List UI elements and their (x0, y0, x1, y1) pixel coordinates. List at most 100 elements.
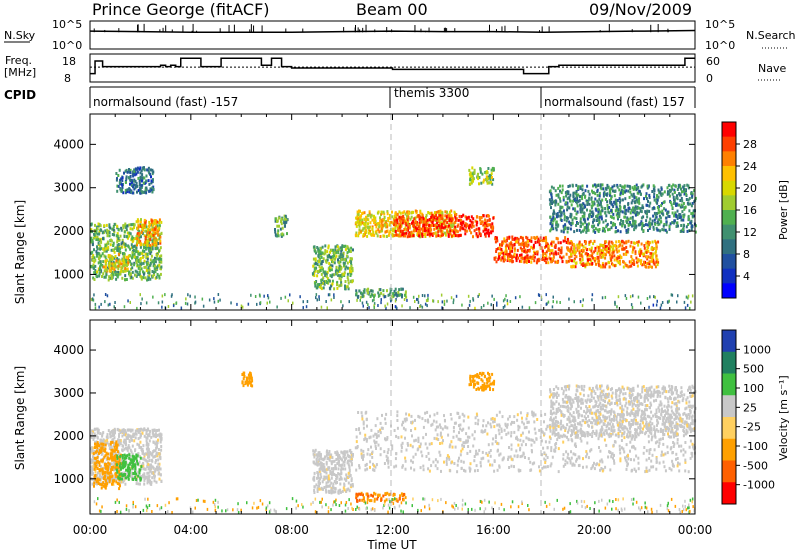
power-ground-cell (284, 295, 287, 299)
power-cell (284, 217, 286, 221)
power-cell (619, 207, 621, 211)
power-cell (545, 250, 548, 254)
power-cell (428, 234, 431, 238)
power-cell (525, 255, 527, 259)
power-cell (125, 258, 128, 262)
velocity-cell (96, 453, 99, 457)
power-cell (401, 221, 404, 225)
power-cell (417, 230, 420, 233)
power-cell (416, 232, 419, 236)
nsky-series-line (89, 29, 696, 33)
power-cell (604, 253, 607, 257)
power-cell (152, 259, 155, 263)
power-cell (590, 210, 593, 214)
power-cell (337, 251, 340, 255)
power-cell (314, 249, 317, 253)
power-cell (397, 293, 400, 297)
power-cell (651, 257, 654, 261)
power-ground-cell (687, 294, 690, 298)
power-ground-cell (152, 295, 154, 299)
power-cell (606, 203, 609, 207)
velocity-cell (90, 471, 93, 475)
power-cell (388, 293, 391, 296)
power-cell (625, 241, 628, 245)
power-cell (91, 258, 94, 262)
power-cell (542, 251, 545, 255)
power-cell (634, 220, 637, 224)
power-cell (573, 197, 576, 201)
power-cell (596, 251, 599, 255)
power-cell (616, 212, 619, 215)
power-cell (655, 254, 658, 258)
power-cell (568, 220, 571, 224)
power-cell (648, 209, 651, 213)
power-cell (430, 228, 433, 232)
power-cell (453, 231, 456, 235)
velocity-cell (132, 435, 135, 438)
power-cell (572, 264, 575, 268)
power-cell (133, 183, 135, 187)
power-cell (479, 221, 482, 225)
velocity-cell (136, 442, 139, 446)
velocity-cell (142, 461, 144, 465)
power-cell (511, 246, 514, 250)
power-cell (334, 257, 336, 261)
power-cell (133, 168, 136, 172)
power-cell (663, 207, 666, 211)
power-cell (592, 184, 594, 188)
power-cell (331, 255, 334, 259)
power-cell (572, 195, 575, 199)
power-ground-cell (424, 294, 426, 298)
power-cell (116, 249, 119, 252)
power-cell (420, 218, 423, 222)
power-cell (620, 247, 623, 251)
power-cell (135, 246, 138, 250)
power-cell (652, 184, 655, 188)
power-cell (319, 283, 322, 287)
power-cell (458, 214, 461, 218)
power-cell (524, 241, 527, 245)
power-cell (577, 222, 579, 225)
power-cell (326, 250, 329, 254)
power-cell (524, 250, 527, 254)
power-cell (135, 220, 138, 224)
power-cell (129, 232, 132, 236)
power-cell (123, 171, 125, 175)
power-cell (608, 249, 611, 253)
power-ground-cell (661, 301, 664, 304)
power-cell (428, 218, 431, 221)
power-cell (623, 241, 626, 245)
power-cell (374, 219, 376, 222)
power-cell (668, 215, 671, 218)
power-cell (95, 274, 98, 278)
power-cell (604, 244, 607, 248)
power-cell (149, 237, 152, 241)
power-cell (484, 224, 487, 228)
power-cell (361, 221, 364, 225)
power-cell (122, 191, 125, 195)
power-cell (693, 189, 696, 193)
power-cell (602, 194, 605, 198)
power-cell (315, 251, 317, 255)
power-cell (358, 224, 361, 228)
power-ground-cell (98, 305, 100, 309)
power-cell (389, 230, 392, 234)
power-cell (459, 228, 462, 232)
power-cell (145, 188, 148, 192)
power-cell (158, 257, 161, 261)
power-cell (659, 190, 662, 194)
power-cell (113, 250, 116, 254)
velocity-cell (91, 431, 94, 435)
velocity-cell (145, 447, 148, 451)
power-cell (110, 273, 113, 277)
power-cell (129, 179, 132, 183)
power-cell (661, 211, 664, 215)
power-cell (634, 250, 637, 254)
power-cell (116, 244, 119, 248)
power-cell (683, 184, 686, 188)
power-cell (550, 257, 553, 261)
power-cell (324, 244, 327, 248)
power-cell (383, 212, 386, 216)
velocity-cell (94, 440, 97, 444)
power-ground-cell (437, 300, 439, 304)
